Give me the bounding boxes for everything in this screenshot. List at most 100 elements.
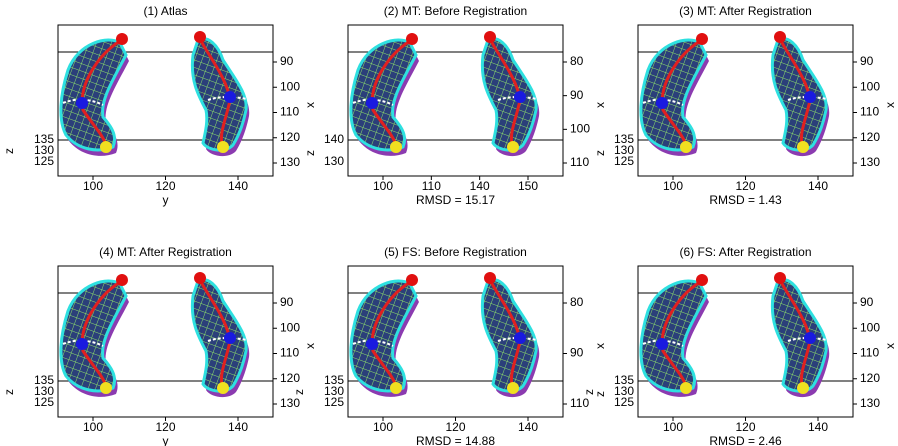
- left-tick-label: 125: [614, 395, 634, 409]
- landmark: [484, 272, 496, 284]
- left-tick-label: 125: [34, 395, 54, 409]
- x-tick-label: 100: [663, 420, 683, 434]
- landmark: [76, 97, 88, 109]
- left-tick-label: 135: [34, 373, 54, 387]
- right-tick-label: 110: [860, 105, 879, 119]
- landmark: [774, 31, 786, 43]
- landmark: [484, 31, 496, 43]
- rmsd: RMSD = 14.88: [416, 434, 495, 446]
- landmark: [804, 332, 816, 344]
- right-tick-label: 100: [280, 320, 300, 334]
- white-line: [207, 337, 259, 343]
- centerline: [370, 280, 411, 387]
- surface: [59, 38, 128, 152]
- panel: (3) MT: After Registration 100 120 140 RMSD …: [614, 4, 897, 207]
- landmark: [116, 274, 128, 286]
- right-tick-label: 90: [570, 346, 584, 360]
- landmark: [514, 332, 526, 344]
- left-tick-label: 130: [34, 384, 54, 398]
- right-tick-label: 110: [570, 155, 589, 169]
- landmark: [507, 141, 519, 153]
- right-tick-label: 120: [860, 371, 880, 385]
- x-tick-label: 100: [373, 179, 393, 193]
- right-tick-label: 110: [570, 396, 589, 410]
- landmark: [514, 91, 526, 103]
- x-tick-label: 140: [228, 179, 248, 193]
- panel-title: (5) FS: Before Registration: [384, 245, 527, 259]
- left-tick-label: 135: [614, 373, 634, 387]
- panel-title: (6) FS: After Registration: [679, 245, 811, 259]
- x-tick-label: 120: [735, 179, 755, 193]
- surface: [349, 38, 418, 152]
- x-tick-label: 120: [155, 420, 175, 434]
- left-axis-label: z: [2, 389, 16, 395]
- surface: [770, 37, 828, 152]
- x-tick-label: 110: [422, 179, 441, 193]
- right-tick-label: 100: [860, 320, 880, 334]
- x-tick-label: 100: [83, 420, 103, 434]
- left-tick-label: 135: [324, 373, 344, 387]
- right-axis-label: x: [593, 343, 607, 349]
- x-tick-label: 150: [518, 179, 538, 193]
- panel-title: (1) Atlas: [143, 4, 187, 18]
- landmark: [696, 33, 708, 45]
- right-axis-label: z: [593, 391, 607, 397]
- surface: [190, 278, 248, 393]
- landmark: [696, 274, 708, 286]
- landmark: [507, 382, 519, 394]
- landmark: [76, 338, 88, 350]
- right-tick-label: 120: [280, 130, 300, 144]
- right-tick-label: 120: [280, 371, 300, 385]
- surface: [190, 37, 248, 152]
- landmark: [116, 33, 128, 45]
- landmark: [797, 382, 809, 394]
- right-tick-label: 90: [280, 295, 294, 309]
- x-tick-label: 120: [735, 420, 755, 434]
- landmark: [194, 31, 206, 43]
- left-tick-label: 125: [614, 154, 634, 168]
- left-axis-label: z: [292, 389, 306, 395]
- panel-title: (4) MT: After Registration: [99, 245, 232, 259]
- panel: (4) MT: After Registration 100 120 140 y 90 10…: [2, 245, 317, 446]
- right-axis-label: z: [593, 150, 607, 156]
- right-axis-label: x: [303, 343, 317, 349]
- x-tick-label: 120: [155, 179, 175, 193]
- x-tick-label: 120: [445, 420, 465, 434]
- panel-title: (2) MT: Before Registration: [384, 4, 527, 18]
- right-tick-label: 80: [570, 54, 584, 68]
- x-tick-label: 100: [373, 420, 393, 434]
- landmark: [680, 382, 692, 394]
- right-tick-label: 130: [860, 155, 880, 169]
- landmark: [406, 274, 418, 286]
- right-tick-label: 110: [280, 105, 299, 119]
- rmsd: RMSD = 2.46: [709, 434, 782, 446]
- surface: [639, 38, 708, 152]
- right-tick-label: 90: [860, 295, 874, 309]
- right-tick-label: 110: [280, 346, 299, 360]
- x-tick-label: 140: [808, 179, 828, 193]
- right-tick-label: 130: [280, 155, 300, 169]
- right-tick-label: 120: [860, 130, 880, 144]
- landmark: [217, 382, 229, 394]
- landmark: [680, 141, 692, 153]
- left-tick-label: 130: [324, 154, 344, 168]
- landmark: [100, 141, 112, 153]
- right-tick-label: 90: [570, 88, 584, 102]
- right-tick-label: 130: [280, 396, 300, 410]
- centerline: [80, 280, 121, 387]
- left-tick-label: 140: [324, 132, 344, 146]
- right-axis-label: z: [303, 150, 317, 156]
- left-tick-label: 135: [614, 132, 634, 146]
- x-axis-label: y: [163, 193, 169, 207]
- centerline: [80, 39, 121, 146]
- landmark: [804, 91, 816, 103]
- panel-title: (3) MT: After Registration: [679, 4, 812, 18]
- landmark: [390, 141, 402, 153]
- frame: [347, 24, 564, 177]
- left-tick-label: 130: [34, 143, 54, 157]
- white-line: [787, 337, 839, 343]
- landmark: [797, 141, 809, 153]
- rmsd: RMSD = 15.17: [416, 193, 495, 207]
- x-axis-label: y: [163, 434, 169, 446]
